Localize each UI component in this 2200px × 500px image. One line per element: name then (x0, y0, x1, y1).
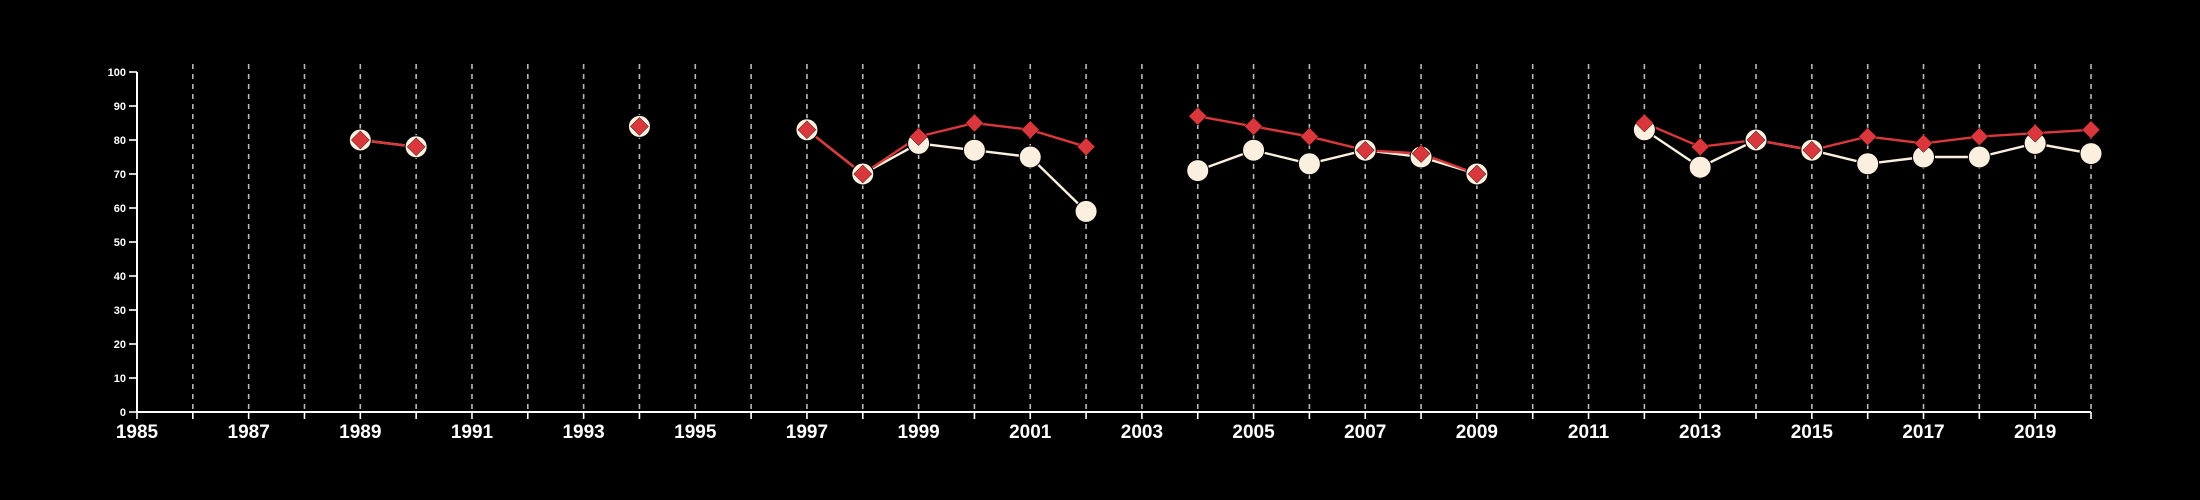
diamond-point (1467, 164, 1487, 184)
diamond-point (1020, 120, 1040, 140)
circle-point (1967, 145, 1991, 169)
circle-series-line (1197, 148, 1478, 176)
x-tick-label: 1989 (339, 422, 381, 443)
diamond-point (1690, 137, 1710, 157)
diamond-point (406, 137, 426, 157)
circle-point (1297, 152, 1321, 176)
diamond-point (965, 113, 984, 133)
diamond-point (853, 164, 873, 184)
y-tick-label: 90 (114, 101, 126, 113)
circle-point (1856, 152, 1880, 176)
diamond-point (1076, 137, 1096, 157)
diamond-point (1411, 144, 1431, 163)
diamond-point (2081, 120, 2101, 140)
grid (192, 64, 2092, 412)
x-tick-label: 2019 (2014, 422, 2056, 443)
diamond-series-line (1197, 115, 1478, 176)
diamond-point (1802, 140, 1822, 160)
diamond-point (1244, 117, 1263, 136)
diamond-series-line (806, 121, 1087, 176)
circle-point (1074, 199, 1098, 223)
y-tick-label: 80 (114, 135, 126, 147)
x-tick-label: 2003 (1121, 422, 1163, 443)
x-tick-label: 1985 (116, 422, 159, 443)
y-tick-label: 0 (120, 407, 126, 419)
diamond-point (1858, 127, 1878, 146)
diamond-point (1914, 134, 1933, 153)
y-tick-label: 10 (114, 373, 126, 385)
y-tick-label: 50 (114, 237, 126, 249)
diamond-point (2025, 123, 2045, 143)
diamond-point (630, 117, 649, 136)
axes: 1985 1987 1989 1991 1993 1995 1997 1999 2001 2003… (108, 67, 2092, 443)
diamond-point (797, 120, 817, 140)
y-tick-label: 40 (114, 271, 126, 283)
diamond-point (1188, 106, 1208, 126)
x-tick-label: 2017 (1902, 422, 1944, 443)
x-tick-label: 2013 (1679, 422, 1721, 443)
diamond-point (350, 130, 370, 150)
circle-point (962, 138, 986, 162)
y-tick-label: 100 (108, 67, 126, 79)
circle-series-line (806, 128, 1087, 213)
x-tick-label: 1999 (897, 422, 939, 443)
circle-point (1186, 159, 1210, 183)
x-tick-label: 1997 (786, 422, 828, 443)
x-tick-label: 2001 (1009, 422, 1052, 443)
diamond-point (909, 127, 928, 146)
diamond-point (1300, 127, 1319, 146)
x-tick-label: 1995 (674, 422, 717, 443)
y-tick-label: 60 (114, 203, 126, 215)
y-tick-label: 70 (114, 169, 126, 181)
x-tick-label: 2011 (1568, 422, 1610, 443)
x-tick-label: 2009 (1456, 422, 1498, 443)
circle-point (1242, 138, 1266, 162)
x-tick-label: 2007 (1344, 422, 1386, 443)
x-tick-label: 2005 (1232, 422, 1275, 443)
diamond-point (1969, 127, 1989, 146)
diamond-point (1635, 113, 1654, 133)
circle-point (1018, 145, 1042, 169)
x-tick-label: 1987 (228, 422, 270, 443)
circle-point (2079, 142, 2103, 166)
series (348, 106, 2103, 223)
diamond-point (1355, 140, 1375, 160)
y-tick-label: 20 (114, 339, 126, 351)
circle-point (1688, 155, 1712, 179)
x-tick-label: 1993 (562, 422, 604, 443)
x-tick-label: 1991 (451, 422, 494, 443)
x-tick-label: 2015 (1791, 422, 1834, 443)
diamond-point (1746, 130, 1766, 150)
y-tick-label: 30 (114, 305, 126, 317)
